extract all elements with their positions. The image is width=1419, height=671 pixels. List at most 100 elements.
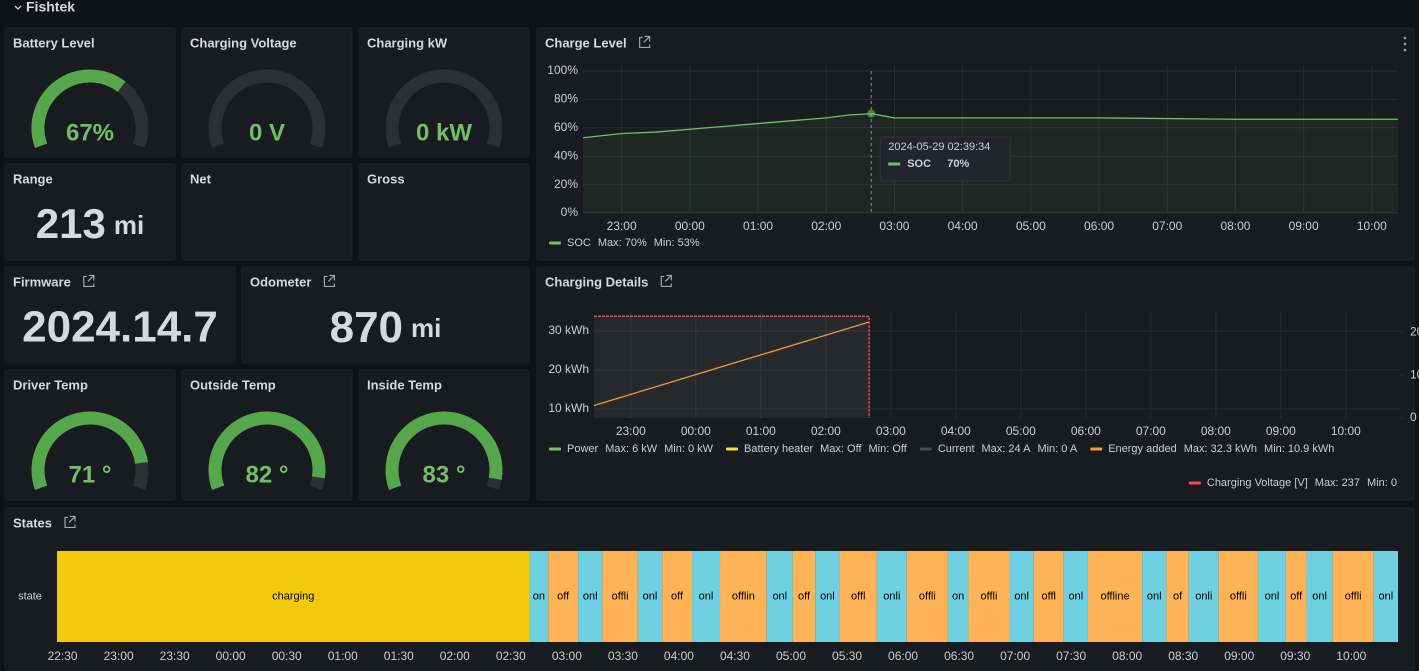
tooltip-box xyxy=(879,136,1011,182)
x-tick-label: 03:00 xyxy=(552,649,582,663)
legend-stat: Max: 24 A xyxy=(982,443,1032,455)
y2-tick-label: 0 xyxy=(1410,410,1417,424)
state-segment xyxy=(637,551,663,642)
state-segment xyxy=(839,551,877,642)
panel xyxy=(4,163,176,261)
state-segment xyxy=(1257,551,1286,642)
panel xyxy=(181,27,353,158)
state-label: onl xyxy=(820,590,835,602)
x-tick-label: 10:00 xyxy=(1331,424,1361,438)
gauge-value: 82 ° xyxy=(246,461,289,488)
menu-dot xyxy=(1403,42,1407,46)
x-tick-label: 06:00 xyxy=(888,649,918,663)
state-segment xyxy=(906,551,948,642)
series-line xyxy=(594,315,870,418)
state-label: offli xyxy=(919,590,936,602)
gauge-value: 71 ° xyxy=(69,461,112,488)
x-tick-label: 01:00 xyxy=(328,649,358,663)
x-tick-label: 04:00 xyxy=(941,424,971,438)
state-segment xyxy=(1087,551,1143,642)
series-area xyxy=(594,316,870,418)
x-tick-label: 07:30 xyxy=(1056,649,1086,663)
state-label: on xyxy=(952,590,964,602)
x-tick-label: 23:00 xyxy=(616,424,646,438)
series-line xyxy=(593,321,870,407)
external-link-icon[interactable] xyxy=(660,274,672,288)
x-tick-label: 04:00 xyxy=(664,649,694,663)
state-segment xyxy=(1009,551,1034,642)
x-tick-label: 10:00 xyxy=(1357,219,1387,233)
panel-title: States xyxy=(13,515,52,530)
state-label: offl xyxy=(851,590,865,602)
x-tick-label: 02:00 xyxy=(811,219,841,233)
x-tick-label: 06:00 xyxy=(1084,219,1114,233)
panel-title: Firmware xyxy=(13,274,71,289)
legend-stat: Min: 53% xyxy=(654,237,700,249)
gauge-track xyxy=(208,69,326,148)
panel xyxy=(4,27,176,158)
state-label: offl xyxy=(1042,590,1056,602)
x-tick-label: 08:00 xyxy=(1220,219,1250,233)
state-segment xyxy=(1033,551,1064,642)
x-tick-label: 03:00 xyxy=(879,219,909,233)
state-segment xyxy=(1373,551,1398,642)
gauge-value: 83 ° xyxy=(423,461,466,488)
gauge-track xyxy=(385,69,503,148)
state-label: onli xyxy=(1195,590,1212,602)
x-tick-label: 09:00 xyxy=(1266,424,1296,438)
panel-title: Driver Temp xyxy=(13,377,88,392)
state-label: of xyxy=(1173,590,1183,602)
legend-stat: Max: 237 xyxy=(1315,477,1360,489)
state-segment xyxy=(720,551,767,642)
x-tick-label: 01:30 xyxy=(384,649,414,663)
state-label: offline xyxy=(1100,590,1129,602)
panel xyxy=(4,266,236,364)
legend-swatch xyxy=(1188,481,1201,485)
x-tick-label: 09:00 xyxy=(1289,219,1319,233)
external-link-icon[interactable] xyxy=(639,35,651,49)
stat-value: 870 mi xyxy=(330,303,442,352)
state-segment xyxy=(1285,551,1307,642)
legend: Charging Voltage [V] Max: 237 Min: 0 xyxy=(1188,477,1397,489)
legend-label: SOC xyxy=(567,237,591,249)
legend-stat: Max: 6 kW xyxy=(605,443,658,455)
state-label: onl xyxy=(772,590,787,602)
legend-swatch xyxy=(1090,447,1103,451)
legend-swatch xyxy=(919,447,932,451)
state-segment xyxy=(548,551,579,642)
x-tick-label: 07:00 xyxy=(1000,649,1030,663)
collapse-chevron[interactable] xyxy=(14,5,22,10)
section-title[interactable]: Fishtek xyxy=(26,0,75,15)
x-tick-label: 23:00 xyxy=(104,649,134,663)
x-tick-label: 00:00 xyxy=(675,219,705,233)
legend-stat: Max: Off xyxy=(820,443,862,455)
external-link-icon[interactable] xyxy=(83,274,95,288)
panel xyxy=(181,369,353,501)
tooltip-time: 2024-05-29 02:39:34 xyxy=(888,141,990,153)
state-segment xyxy=(692,551,721,642)
x-tick-label: 22:30 xyxy=(48,649,78,663)
state-segment xyxy=(1166,551,1189,642)
panel xyxy=(358,163,530,261)
state-label: onl xyxy=(1014,590,1029,602)
legend-label: Current xyxy=(938,443,975,455)
state-segment xyxy=(792,551,816,642)
y-tick-label: 100% xyxy=(547,63,578,77)
state-segment xyxy=(1142,551,1167,642)
external-link-icon[interactable] xyxy=(64,515,76,529)
state-label: off xyxy=(671,590,684,602)
x-tick-label: 00:00 xyxy=(681,424,711,438)
y-tick-label: 20 kWh xyxy=(548,362,589,376)
external-link-icon[interactable] xyxy=(323,274,336,288)
y2-tick-label: 100 xyxy=(1410,367,1419,381)
legend-label: Power xyxy=(567,443,599,455)
state-segment xyxy=(766,551,793,642)
legend-stat: Min: 0 A xyxy=(1037,443,1077,455)
x-tick-label: 10:00 xyxy=(1336,649,1366,663)
x-tick-label: 09:30 xyxy=(1280,649,1310,663)
panel-title: Net xyxy=(190,171,212,186)
panel xyxy=(241,266,530,364)
panel-title: Battery Level xyxy=(13,35,95,50)
state-label: onl xyxy=(1265,590,1280,602)
state-label: charging xyxy=(272,590,314,602)
